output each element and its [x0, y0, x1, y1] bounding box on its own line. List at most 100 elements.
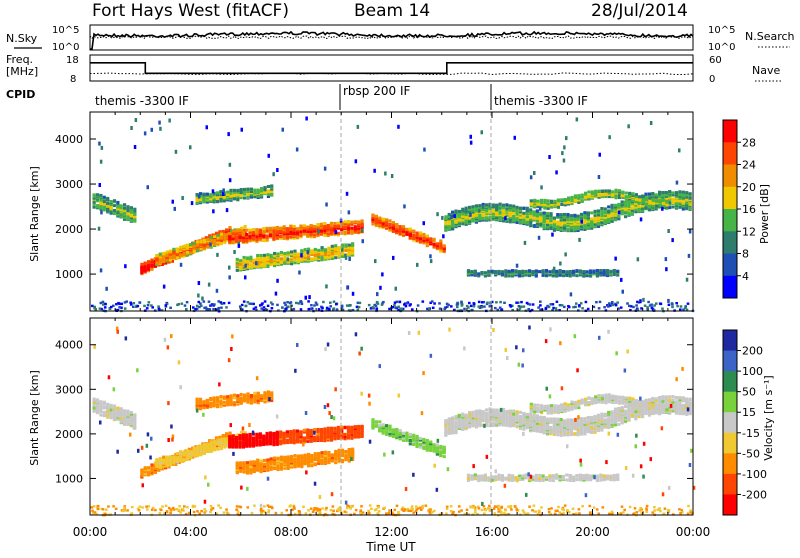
data-cell [196, 249, 199, 252]
data-cell [329, 302, 332, 304]
data-cell [293, 225, 296, 228]
data-cell [526, 209, 529, 212]
data-cell [229, 178, 232, 182]
data-cell [216, 253, 219, 257]
data-cell [524, 241, 527, 245]
data-cell [539, 304, 542, 306]
data-cell [257, 392, 260, 395]
data-cell [293, 438, 296, 441]
data-cell [203, 443, 206, 446]
data-cell [238, 434, 241, 437]
data-cell [285, 307, 288, 309]
data-cell [594, 190, 597, 193]
data-cell [290, 455, 293, 458]
data-cell [648, 193, 651, 196]
data-cell [236, 461, 239, 464]
data-cell [239, 461, 242, 464]
data-cell [238, 244, 241, 248]
data-cell [287, 455, 290, 458]
data-cell [519, 207, 522, 210]
data-cell [618, 194, 621, 198]
data-cell [350, 426, 353, 429]
data-cell [233, 250, 236, 254]
data-cell [608, 189, 611, 192]
data-cell [622, 290, 625, 294]
data-cell [632, 306, 635, 308]
data-cell [426, 244, 429, 247]
data-cell [203, 244, 206, 247]
data-cell [345, 256, 348, 260]
data-cell [611, 190, 614, 193]
data-cell [216, 439, 219, 442]
data-cell [327, 454, 330, 457]
data-cell [348, 244, 351, 247]
data-cell [172, 248, 175, 251]
data-cell [671, 303, 674, 305]
data-cell [402, 225, 405, 228]
data-cell [130, 411, 133, 414]
data-cell [287, 257, 290, 261]
data-cell [267, 193, 270, 196]
data-cell [620, 306, 623, 308]
data-cell [597, 209, 600, 212]
data-cell [344, 426, 347, 429]
data-cell [235, 229, 238, 232]
data-cell [516, 206, 519, 209]
data-cell [682, 202, 685, 205]
data-cell [537, 306, 540, 308]
data-cell [283, 456, 286, 459]
data-cell [269, 227, 272, 230]
data-cell [139, 301, 142, 303]
data-cell [661, 207, 664, 211]
data-cell [223, 437, 226, 440]
data-cell [113, 199, 116, 202]
data-cell [155, 262, 158, 265]
data-cell [123, 216, 126, 219]
data-cell [665, 257, 668, 261]
data-cell [155, 254, 158, 257]
data-cell [409, 228, 412, 231]
data-cell [243, 394, 246, 397]
data-cell [273, 457, 276, 460]
data-cell [193, 242, 196, 245]
data-cell [179, 253, 182, 256]
data-cell [661, 308, 664, 310]
data-cell [198, 301, 201, 303]
data-cell [260, 459, 263, 462]
data-cell [497, 270, 500, 273]
data-cell [229, 189, 232, 192]
data-cell [533, 224, 536, 228]
data-cell [522, 207, 525, 210]
data-cell [577, 215, 580, 218]
data-cell [334, 256, 337, 259]
data-cell [216, 447, 219, 450]
noise-right-label: N.Search [745, 30, 795, 43]
data-cell [321, 451, 324, 454]
data-cell [573, 228, 576, 231]
data-cell [562, 270, 565, 273]
data-cell [137, 305, 140, 307]
data-cell [159, 457, 162, 460]
noise-left-tick-top: 10^5 [52, 25, 79, 36]
data-cell [394, 302, 397, 304]
data-cell [341, 305, 344, 307]
data-cell [198, 195, 201, 199]
data-cell [280, 456, 283, 459]
data-cell [246, 461, 249, 464]
data-cell [438, 302, 441, 304]
data-cell [245, 433, 248, 436]
data-cell [314, 248, 317, 251]
data-cell [272, 233, 275, 236]
data-cell [283, 225, 286, 228]
data-cell [162, 456, 165, 459]
data-cell [275, 292, 278, 296]
data-cell [650, 121, 653, 125]
data-cell [151, 306, 154, 308]
data-cell [625, 195, 628, 198]
freq-right-tick-bottom: 0 [709, 74, 715, 85]
data-cell [606, 269, 609, 272]
data-cell [162, 257, 165, 260]
data-cell [667, 299, 670, 303]
power-ylabel: Slant Range [km] [28, 166, 41, 262]
data-cell [174, 207, 177, 211]
